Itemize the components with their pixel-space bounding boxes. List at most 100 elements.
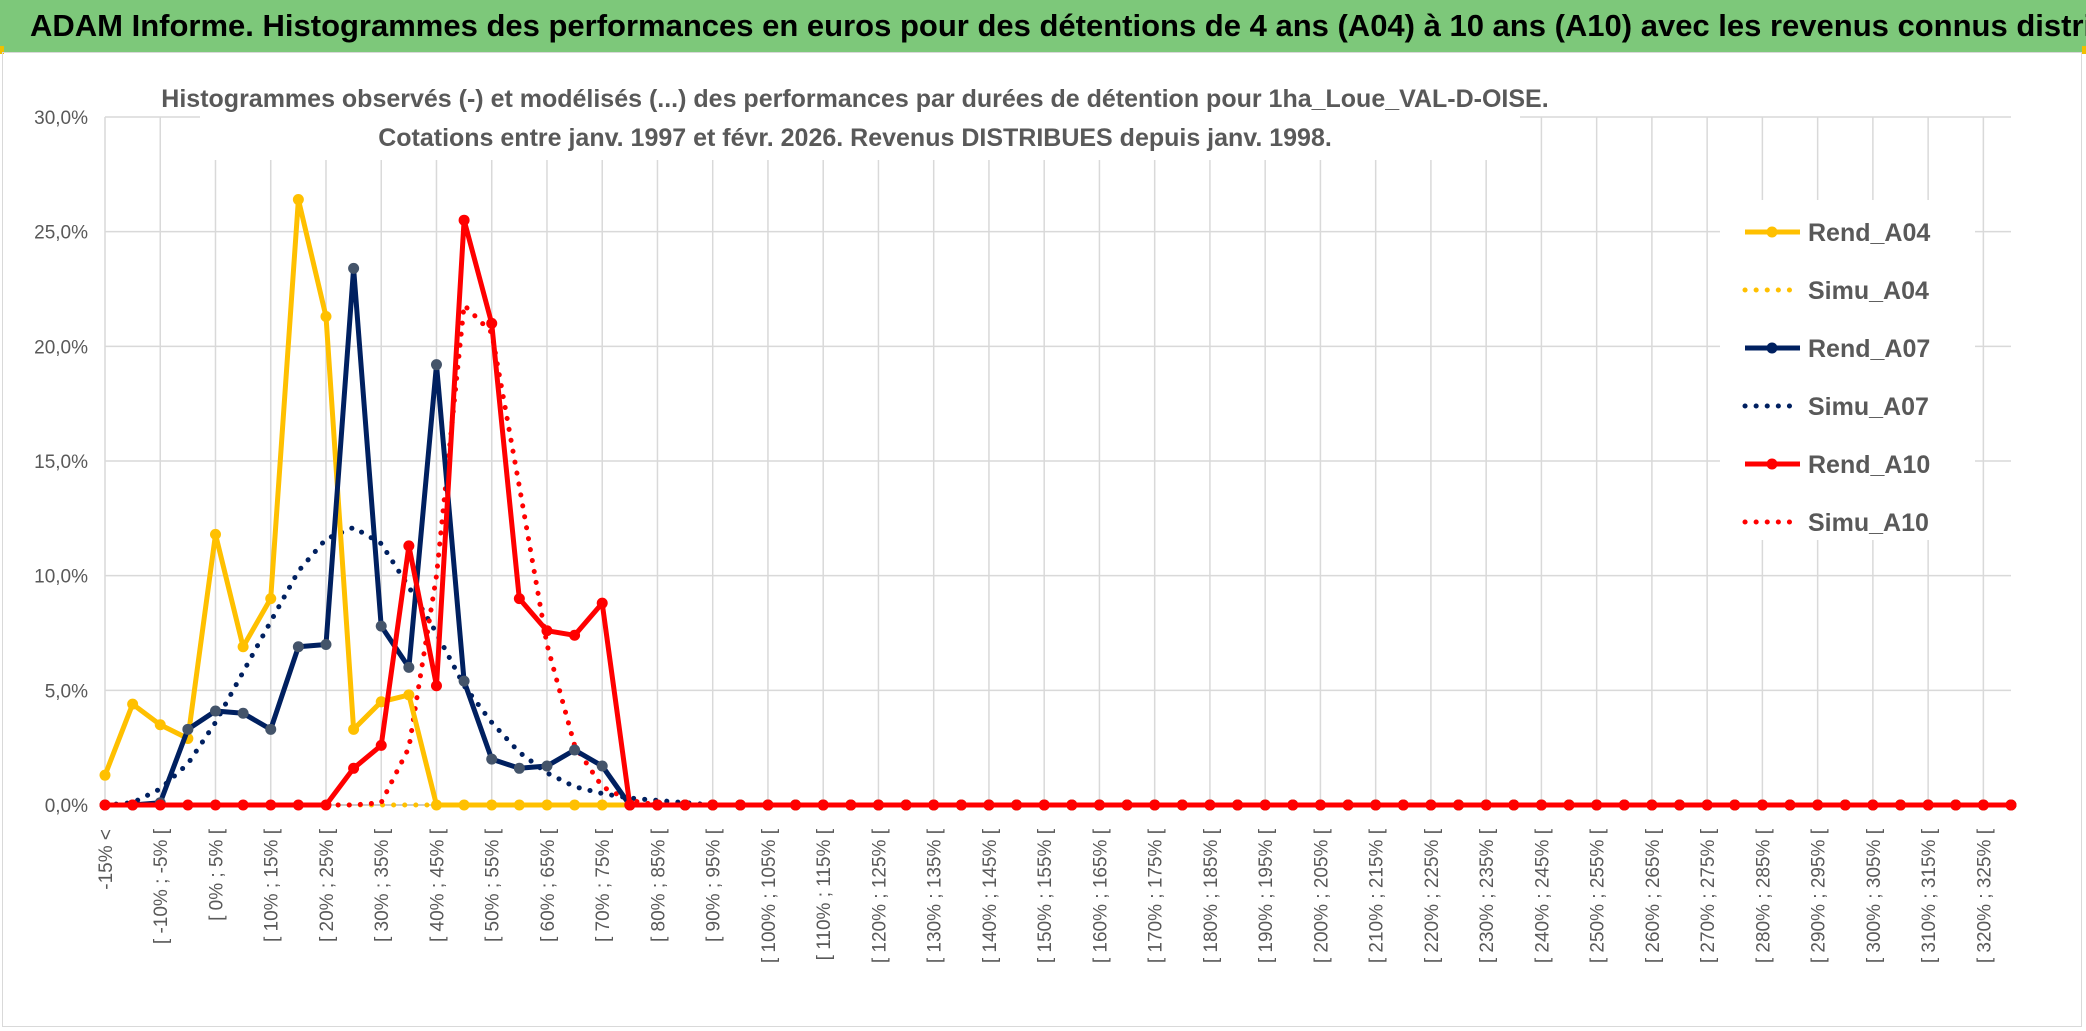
series-line-rend-a10 — [105, 217, 2011, 808]
legend-label: Simu_A10 — [1808, 509, 1929, 537]
data-point-rend-a07 — [596, 760, 608, 772]
x-tick-label: [ 100% ; 105% [ — [759, 828, 780, 963]
x-axis-ticks: -15% < [ -10% ; -5% [[ 0% ; 5% [[ 10% ; 1… — [96, 828, 1995, 963]
data-point-rend-a07 — [320, 638, 332, 650]
data-point-rend-a10 — [1784, 799, 1796, 811]
legend-label: Rend_A07 — [1808, 335, 1930, 363]
data-point-rend-a07 — [430, 359, 442, 371]
x-tick-label: [ 180% ; 185% [ — [1201, 828, 1222, 963]
data-point-rend-a10 — [928, 799, 940, 811]
data-point-rend-a10 — [486, 317, 498, 329]
x-tick-label: [ 160% ; 165% [ — [1090, 828, 1111, 963]
x-tick-label: [ 140% ; 145% [ — [980, 828, 1001, 963]
x-tick-label: [ 310% ; 315% [ — [1919, 828, 1940, 963]
data-point-rend-a10 — [1729, 799, 1741, 811]
y-tick-label: 25,0% — [34, 223, 88, 244]
legend-marker — [1766, 458, 1778, 470]
data-point-rend-a04 — [513, 799, 525, 811]
data-point-rend-a10 — [762, 799, 774, 811]
right-edge-marker — [2082, 46, 2086, 54]
data-point-rend-a07 — [265, 723, 277, 735]
x-tick-label: [ 190% ; 195% [ — [1256, 828, 1277, 963]
data-point-rend-a10 — [1149, 799, 1161, 811]
data-point-rend-a10 — [1701, 799, 1713, 811]
data-point-rend-a10 — [375, 739, 387, 751]
data-point-rend-a07 — [486, 753, 498, 765]
x-tick-label: [ 90% ; 95% [ — [704, 828, 725, 942]
y-tick-label: 10,0% — [34, 567, 88, 588]
chart-frame — [2, 52, 2082, 1027]
data-point-rend-a10 — [1674, 799, 1686, 811]
data-point-rend-a10 — [900, 799, 912, 811]
data-point-rend-a10 — [1425, 799, 1437, 811]
data-point-rend-a10 — [845, 799, 857, 811]
data-point-rend-a10 — [1314, 799, 1326, 811]
x-tick-label: [ 60% ; 65% [ — [538, 828, 559, 942]
legend-label: Rend_A10 — [1808, 451, 1930, 479]
data-point-rend-a10 — [1867, 799, 1879, 811]
data-point-rend-a10 — [817, 799, 829, 811]
data-point-rend-a10 — [209, 799, 221, 811]
data-point-rend-a04 — [541, 799, 553, 811]
x-tick-label: [ 80% ; 85% [ — [648, 828, 669, 942]
data-point-rend-a10 — [348, 762, 360, 774]
y-tick-label: 15,0% — [34, 452, 88, 473]
data-point-rend-a10 — [1287, 799, 1299, 811]
data-point-rend-a10 — [1397, 799, 1409, 811]
data-point-rend-a07 — [348, 262, 360, 274]
data-point-rend-a10 — [237, 799, 249, 811]
data-point-rend-a04 — [127, 698, 139, 710]
y-axis-ticks: 0,0% 5,0% 10,0% 15,0% 20,0% 25,0% 30,0% — [34, 108, 88, 817]
data-point-rend-a10 — [1259, 799, 1271, 811]
y-tick-label: 20,0% — [34, 337, 88, 358]
legend-label: Simu_A04 — [1808, 277, 1929, 305]
x-tick-label: [ 170% ; 175% [ — [1146, 828, 1167, 963]
y-tick-label: 0,0% — [45, 796, 88, 817]
data-point-rend-a04 — [320, 311, 332, 323]
legend-marker — [1766, 226, 1778, 238]
data-point-rend-a04 — [99, 769, 111, 781]
x-tick-label: [ 280% ; 285% [ — [1753, 828, 1774, 963]
data-point-rend-a04 — [596, 799, 608, 811]
x-tick-label: [ -10% ; -5% [ — [151, 828, 172, 944]
data-point-rend-a10 — [1756, 799, 1768, 811]
data-point-rend-a10 — [1977, 799, 1989, 811]
data-point-rend-a10 — [734, 799, 746, 811]
data-point-rend-a04 — [292, 194, 304, 206]
data-point-rend-a10 — [292, 799, 304, 811]
data-point-rend-a04 — [486, 799, 498, 811]
x-tick-label: [ 200% ; 205% [ — [1311, 828, 1332, 963]
legend-background — [1720, 200, 1975, 540]
data-point-rend-a10 — [1618, 799, 1630, 811]
data-point-rend-a10 — [1121, 799, 1133, 811]
chart-subtitle: Cotations entre janv. 1997 et févr. 2026… — [378, 124, 1332, 152]
data-point-rend-a04 — [265, 593, 277, 605]
data-point-rend-a10 — [1508, 799, 1520, 811]
data-point-rend-a10 — [651, 799, 663, 811]
data-point-rend-a04 — [348, 723, 360, 735]
data-point-rend-a04 — [430, 799, 442, 811]
data-point-rend-a10 — [1480, 799, 1492, 811]
x-tick-label: [ 290% ; 295% [ — [1809, 828, 1830, 963]
data-point-rend-a10 — [513, 593, 525, 605]
data-point-rend-a10 — [596, 597, 608, 609]
data-point-rend-a10 — [1038, 799, 1050, 811]
data-point-rend-a10 — [624, 799, 636, 811]
x-tick-label: [ 50% ; 55% [ — [483, 828, 504, 942]
x-tick-label: [ 300% ; 305% [ — [1864, 828, 1885, 963]
y-tick-label: 5,0% — [45, 681, 88, 702]
data-point-rend-a07 — [375, 620, 387, 632]
data-point-rend-a10 — [707, 799, 719, 811]
data-point-rend-a10 — [265, 799, 277, 811]
report-title: ADAM Informe. Histogrammes des performan… — [0, 0, 2086, 52]
data-point-rend-a10 — [2005, 799, 2017, 811]
x-tick-label: [ 260% ; 265% [ — [1643, 828, 1664, 963]
series-lines — [99, 194, 2017, 811]
data-point-rend-a10 — [1535, 799, 1547, 811]
data-point-rend-a10 — [1093, 799, 1105, 811]
data-point-rend-a10 — [679, 799, 691, 811]
data-point-rend-a10 — [1204, 799, 1216, 811]
data-point-rend-a07 — [182, 723, 194, 735]
data-point-rend-a10 — [1176, 799, 1188, 811]
y-tick-label: 30,0% — [34, 108, 88, 129]
